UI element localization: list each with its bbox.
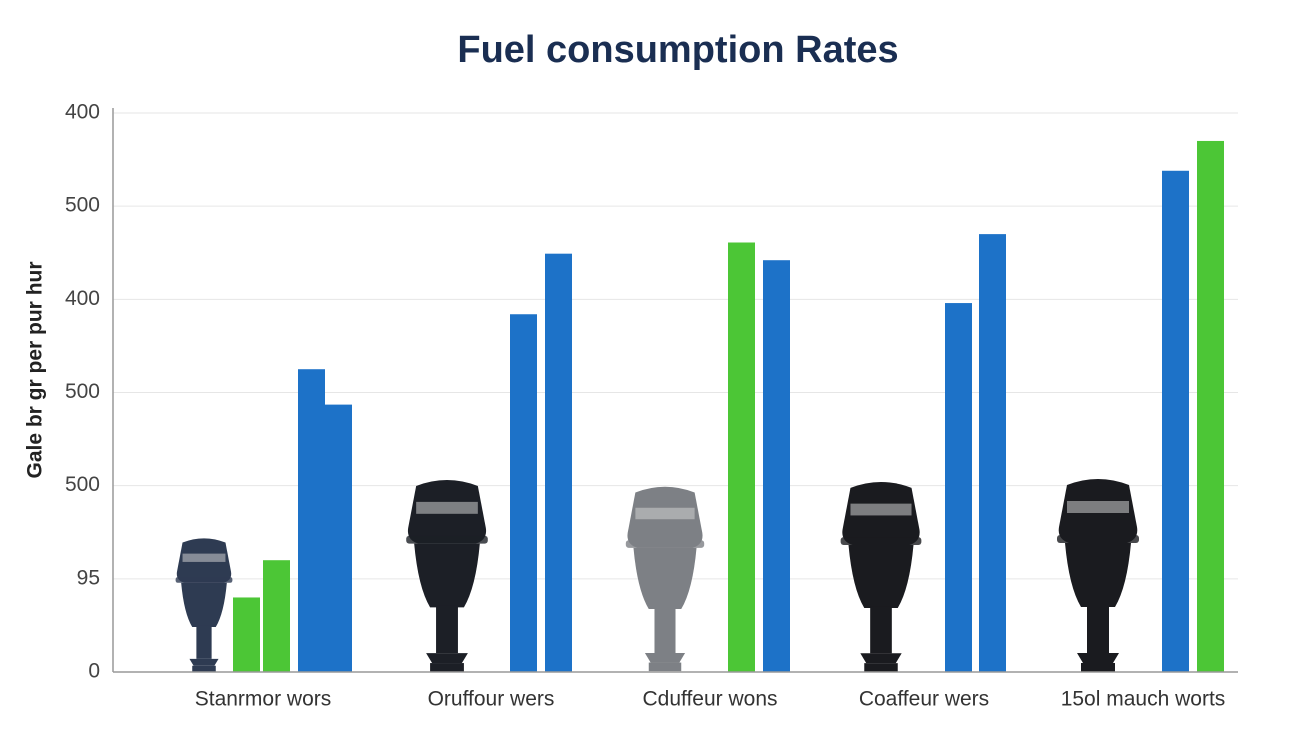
y-tick-label: 500: [65, 380, 100, 403]
chart-title: Fuel consumption Rates: [457, 29, 898, 71]
y-tick-label: 400: [65, 287, 100, 310]
bar: [1162, 170, 1189, 672]
bar: [1197, 140, 1224, 672]
x-tick-label: Stanrmor wors: [195, 688, 332, 711]
x-tick-label: 15ol mauch worts: [1061, 688, 1226, 711]
bar: [979, 234, 1006, 672]
bar: [233, 597, 260, 672]
bars: [233, 140, 1224, 673]
labels: 0 95 500 500 400 500 400 Stanrmor wors Oruffour …: [65, 101, 1225, 711]
bar: [263, 560, 290, 672]
y-tick-label: 500: [65, 473, 100, 496]
y-tick-label: 0: [88, 660, 100, 683]
outboard-engine: [175, 538, 233, 672]
x-tick-label: Oruffour wers: [428, 688, 555, 711]
y-tick-label: 500: [65, 194, 100, 217]
y-tick-label: 95: [77, 566, 100, 589]
outboard-engine: [406, 479, 488, 672]
x-tick-label: Coaffeur wers: [859, 688, 989, 711]
y-tick-label: 400: [65, 101, 100, 124]
y-axis-label: Gale br gr per pur hur: [24, 261, 47, 478]
x-tick-label: Cduffeur wons: [642, 688, 777, 711]
bar: [728, 242, 755, 673]
bar: [510, 314, 537, 672]
bar: [298, 369, 325, 672]
bar: [763, 260, 790, 672]
outboard-engine: [1057, 479, 1139, 672]
bar: [945, 303, 972, 672]
bar: [545, 253, 572, 672]
bar: [325, 404, 352, 672]
outboard-engine: [840, 481, 922, 672]
